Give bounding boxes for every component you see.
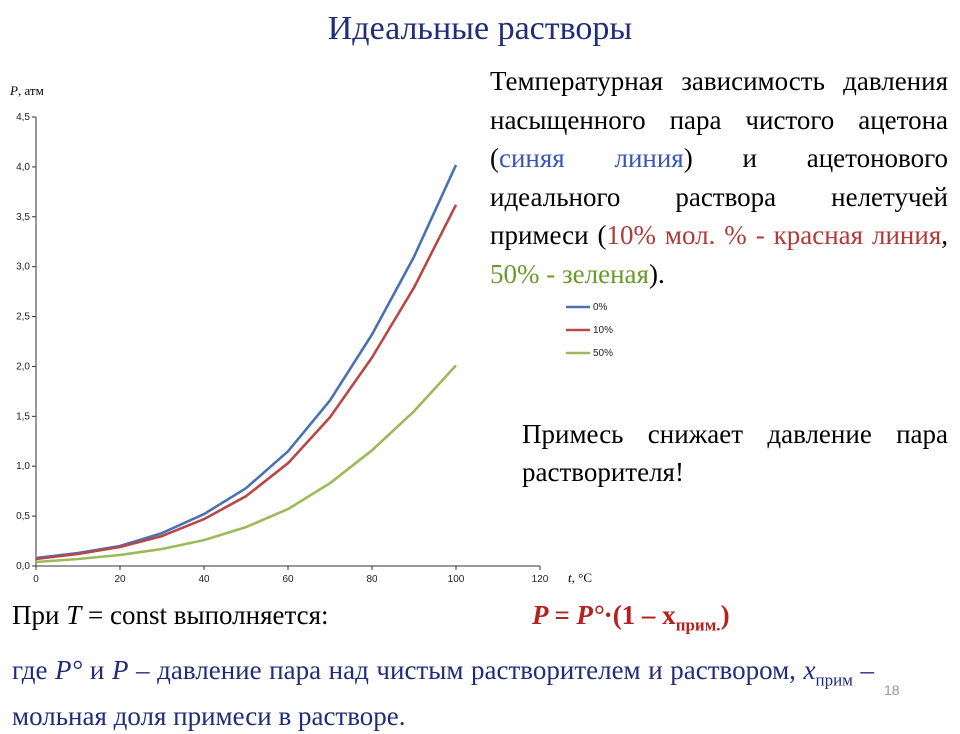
x-tick-label: 0 [33, 574, 39, 585]
x-tick-label: 20 [114, 574, 126, 585]
blue-line-label: синяя линия [499, 143, 684, 173]
description-text: Температурная зависимость давления насыщ… [490, 66, 948, 289]
x-tick-label: 80 [366, 574, 378, 585]
legend-label: 10% [593, 325, 613, 336]
x-axis-label: t, °C [568, 570, 592, 585]
y-tick-label: 0,5 [16, 511, 30, 522]
y-tick-label: 2,0 [16, 361, 30, 372]
raoult-formula: P = P°·(1 – xприм.) [532, 600, 730, 635]
series-line-10pct [35, 204, 458, 561]
y-tick-label: 1,5 [16, 411, 30, 422]
green-line-label: 50% - зеленая [490, 258, 649, 289]
condition-text: При T = const выполняется: [12, 600, 329, 630]
x-tick-label: 120 [532, 574, 549, 585]
y-axis-label: P, атм [9, 83, 44, 98]
y-axis-ticks: 0,0 0,5 1,0 1,5 2,0 2,5 3,0 3,5 4,0 4,5 [16, 112, 36, 572]
y-tick-label: 0,0 [16, 561, 30, 572]
conclusion-note: Примесь снижает давление пара растворите… [522, 419, 948, 487]
page-number: 18 [884, 682, 900, 698]
legend-label: 50% [593, 348, 613, 359]
y-tick-label: 3,5 [16, 212, 30, 223]
vapor-pressure-chart: 0,0 0,5 1,0 1,5 2,0 2,5 3,0 3,5 4,0 4,5 0 20 40 60 80… [9, 83, 613, 585]
x-tick-label: 40 [198, 574, 210, 585]
slide-title: Идеальные растворы [327, 10, 633, 47]
explanation-text: где P° и P – давление пара над чистым ра… [12, 655, 875, 732]
red-line-label: 10% мол. % - красная линия [606, 220, 942, 250]
x-tick-label: 60 [282, 574, 294, 585]
chart-legend: 0% 10% 50% [566, 302, 613, 359]
y-tick-label: 3,0 [16, 262, 30, 273]
y-tick-label: 1,0 [16, 461, 30, 472]
series-line-50pct [35, 364, 457, 564]
series-lines [35, 164, 458, 564]
x-axis-ticks: 0 20 40 60 80 100 120 [33, 566, 549, 585]
x-tick-label: 100 [448, 574, 465, 585]
series-line-0pct [35, 164, 458, 560]
y-tick-label: 4,0 [16, 162, 30, 173]
y-tick-label: 4,5 [16, 112, 30, 123]
y-tick-label: 2,5 [16, 312, 30, 323]
legend-label: 0% [593, 302, 608, 313]
